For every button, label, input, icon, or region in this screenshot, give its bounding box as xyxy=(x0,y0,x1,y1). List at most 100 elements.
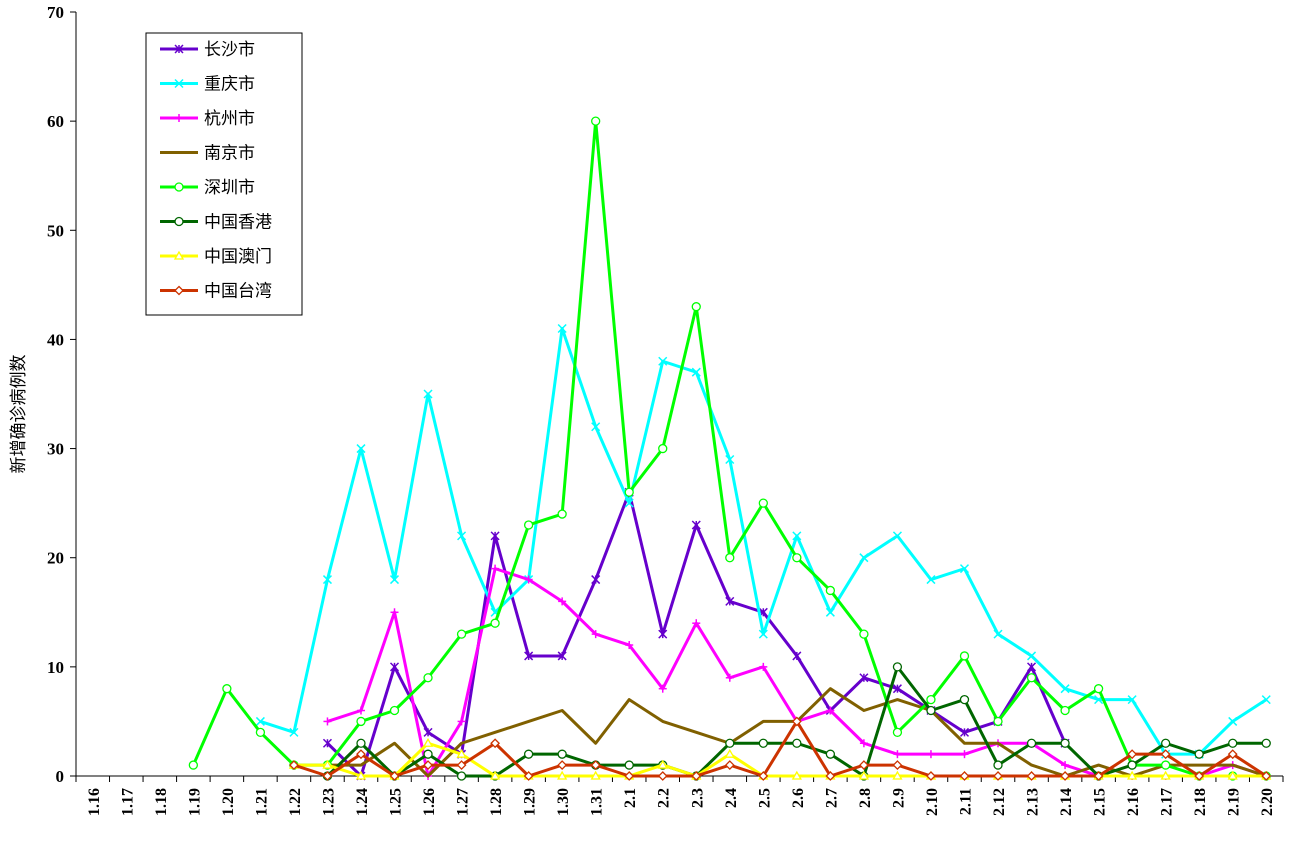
data-point xyxy=(691,771,702,781)
data-point xyxy=(523,771,534,781)
x-tick-label: 1.24 xyxy=(354,788,371,816)
data-point xyxy=(758,738,768,748)
data-point xyxy=(624,487,634,497)
data-point xyxy=(657,771,668,781)
legend-label: 中国澳门 xyxy=(204,247,272,267)
data-point xyxy=(390,608,399,617)
x-tick-label: 2.1 xyxy=(622,788,639,808)
x-tick-label: 1.26 xyxy=(421,788,438,816)
x-tick-label: 2.16 xyxy=(1125,788,1142,816)
data-point xyxy=(173,250,185,260)
legend-item: 重庆市 xyxy=(160,75,255,95)
data-point xyxy=(959,771,970,781)
x-tick-label: 2.17 xyxy=(1159,788,1176,816)
data-point xyxy=(1127,770,1138,780)
x-tick-label: 1.23 xyxy=(320,788,337,816)
data-point xyxy=(423,673,433,683)
x-tick-label: 1.20 xyxy=(220,788,237,816)
y-axis-label: 新增确诊病例数 xyxy=(9,355,29,474)
data-point xyxy=(322,759,333,769)
data-point xyxy=(489,770,501,780)
data-point xyxy=(791,770,802,780)
data-point xyxy=(892,760,903,771)
data-point xyxy=(523,749,534,759)
data-point xyxy=(557,749,567,759)
data-point xyxy=(457,531,467,541)
legend-label: 重庆市 xyxy=(204,75,255,95)
data-point xyxy=(389,575,400,585)
data-point xyxy=(389,662,400,672)
data-point xyxy=(893,750,902,759)
x-tick-label: 2.7 xyxy=(823,788,840,808)
x-tick-label: 1.21 xyxy=(253,788,270,816)
data-point xyxy=(725,673,734,682)
data-point xyxy=(1261,771,1272,781)
x-tick-label: 1.28 xyxy=(488,788,505,816)
data-point xyxy=(1228,716,1238,726)
data-point xyxy=(1160,770,1171,780)
data-point xyxy=(1093,771,1104,781)
data-point xyxy=(758,771,769,781)
data-point xyxy=(926,705,936,716)
data-point xyxy=(557,760,568,771)
data-point xyxy=(1227,749,1238,760)
legend-label: 南京市 xyxy=(204,144,255,164)
x-tick-label: 2.9 xyxy=(890,788,907,808)
legend-item: 杭州市 xyxy=(160,109,255,129)
data-point xyxy=(1026,738,1037,748)
data-point xyxy=(792,651,802,661)
data-point xyxy=(389,771,400,781)
x-tick-label: 2.18 xyxy=(1192,788,1209,816)
y-tick-label: 10 xyxy=(47,658,64,677)
data-point xyxy=(792,553,802,563)
data-point xyxy=(175,114,183,122)
data-point xyxy=(859,629,869,639)
data-point xyxy=(625,641,634,650)
data-point xyxy=(825,771,836,781)
series-layer xyxy=(188,116,1272,781)
data-point xyxy=(524,575,533,584)
data-point xyxy=(892,727,903,737)
x-tick-label: 1.19 xyxy=(186,788,203,816)
data-point xyxy=(624,760,634,770)
data-point xyxy=(858,770,870,780)
series-line xyxy=(293,741,1267,778)
data-point xyxy=(389,705,400,716)
data-point xyxy=(456,771,467,781)
data-point xyxy=(1093,684,1104,694)
x-tick-label: 2.12 xyxy=(991,788,1008,816)
data-point xyxy=(791,716,802,727)
x-tick-label: 2.10 xyxy=(924,788,941,816)
data-point xyxy=(422,737,434,747)
legend-label: 杭州市 xyxy=(204,109,255,129)
data-point xyxy=(490,531,500,541)
data-point xyxy=(1127,695,1137,705)
axes: 0 10 20 30 40 50 60 70 1.16 1.17 1.18 1.19 1.20 1.21 1… xyxy=(47,3,1284,816)
data-point xyxy=(356,716,366,727)
legend-item: 中国澳门 xyxy=(160,247,272,267)
data-point xyxy=(892,531,902,541)
y-tick-label: 40 xyxy=(47,330,64,349)
data-point xyxy=(1060,684,1070,694)
data-point xyxy=(859,739,868,748)
x-tick-label: 2.8 xyxy=(857,788,874,808)
data-point xyxy=(490,738,501,749)
legend-box xyxy=(145,32,303,316)
data-point xyxy=(959,564,970,574)
data-point xyxy=(724,748,735,758)
data-point xyxy=(255,716,265,726)
data-point xyxy=(558,597,567,606)
legend-item: 南京市 xyxy=(160,144,255,164)
data-point xyxy=(423,389,433,399)
data-point xyxy=(960,750,969,759)
data-point xyxy=(759,662,768,671)
data-point xyxy=(859,673,869,683)
data-point xyxy=(691,367,701,377)
legend-item: 中国香港 xyxy=(160,213,272,233)
data-point xyxy=(591,575,601,585)
x-tick-label: 1.17 xyxy=(119,788,136,816)
data-point xyxy=(1261,695,1271,705)
data-point xyxy=(725,738,735,748)
data-point xyxy=(892,662,903,672)
